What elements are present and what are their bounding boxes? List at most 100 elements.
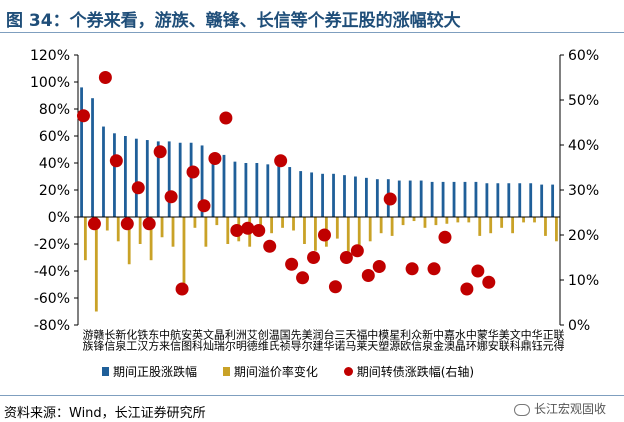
category-label: 美联 (497, 329, 510, 352)
bar-stock (474, 181, 478, 217)
category-label: 水晶 (453, 329, 466, 352)
bar-stock (463, 181, 467, 217)
bar-premium (522, 217, 525, 223)
bar-premium (105, 217, 109, 231)
bar-premium (215, 217, 219, 226)
bar-premium (401, 217, 405, 226)
bar-stock (255, 163, 259, 217)
dot-cb (460, 282, 474, 296)
category-label: 新泉 (114, 328, 127, 351)
left-tick-label: -40% (34, 264, 70, 280)
dot-cb (98, 71, 112, 84)
category-label: 英科 (191, 328, 204, 351)
left-tick-label: 0% (48, 210, 70, 226)
bar-premium (423, 217, 427, 228)
chart-area: -80% -60% -40% -20% 0% 20% 40% 60% 80% 100% 120% 0%… (30, 48, 599, 352)
bar-premium (138, 217, 142, 244)
bar-premium (544, 217, 547, 236)
bar-premium (357, 217, 361, 247)
category-label: 三诺 (333, 329, 346, 352)
bar-stock (200, 145, 204, 217)
left-tick-label: 40% (39, 156, 70, 172)
dot-cb (197, 199, 211, 213)
bar-premium (456, 217, 460, 223)
bar-stock (288, 167, 292, 217)
bar-stock (496, 183, 500, 217)
bar-stock (222, 154, 226, 217)
bar-premium (379, 217, 383, 234)
watermark: 长江宏观固收 (513, 400, 606, 417)
category-label: 温氏 (267, 329, 280, 351)
bar-stock (485, 183, 489, 217)
category-label: 创维 (256, 329, 269, 351)
bar-stock (167, 141, 171, 217)
category-label: 新泉 (421, 328, 434, 351)
bar-stock (397, 180, 401, 217)
bar-stock (189, 142, 193, 217)
category-label: 华钰 (530, 328, 543, 352)
bar-stock (518, 183, 522, 217)
bar-stock (80, 87, 83, 218)
footer-divider (0, 395, 624, 396)
category-label: 国祯 (278, 329, 291, 352)
bar-stock (354, 176, 357, 217)
bar-stock (408, 180, 412, 217)
left-tick-label: 100% (30, 75, 70, 91)
category-label: 众信 (410, 329, 423, 352)
bar-premium (171, 217, 175, 247)
right-tick-label: 20% (568, 228, 599, 244)
bar-premium (314, 217, 317, 251)
bar-stock (102, 126, 105, 217)
category-label: 东方 (147, 329, 160, 351)
bar-stock (551, 184, 555, 217)
bar-premium (83, 217, 87, 261)
dot-cb (383, 192, 397, 206)
bar-stock (123, 136, 127, 217)
bar-stock (233, 161, 237, 217)
category-label: 游族 (81, 329, 94, 351)
left-tick-label: -60% (34, 291, 70, 307)
bar-premium (226, 217, 230, 244)
dot-cb (274, 154, 288, 168)
bar-stock (375, 179, 379, 217)
page-title: 图 34：个券来看，游族、赣锋、长信等个券正股的涨幅较大 (6, 11, 461, 31)
bar-premium (445, 217, 449, 224)
dot-cb (339, 251, 353, 264)
category-label: 艾德 (245, 329, 258, 352)
bar-premium (368, 217, 372, 242)
bar-stock (452, 181, 456, 217)
category-label: 星源 (388, 329, 401, 352)
bar-stock (299, 171, 303, 217)
dot-cb (372, 260, 386, 273)
dot-cb (285, 257, 299, 271)
bar-premium (149, 217, 153, 261)
category-label: 铁汉 (136, 329, 149, 352)
category-label: 中鼎 (519, 329, 532, 352)
left-tick-label: 60% (39, 129, 70, 145)
right-tick-label: 30% (568, 183, 599, 199)
legend-swatch-cb (343, 367, 353, 376)
category-label: 航信 (169, 328, 182, 352)
legend-swatch-premium (222, 367, 230, 376)
right-tick-label: 50% (568, 93, 599, 109)
category-label: 福莱 (355, 328, 368, 352)
bar-premium (412, 217, 416, 222)
bar-premium (346, 217, 350, 255)
chart-legend: 期间正股涨跌幅 期间溢价率变化 期间转债涨跌幅(右轴) (102, 363, 496, 380)
bar-premium (160, 217, 164, 238)
dot-cb (87, 217, 101, 231)
bar-premium (204, 217, 208, 247)
category-label: 中来 (158, 329, 171, 351)
bar-premium (193, 217, 197, 228)
category-label: 正元 (541, 329, 554, 351)
dot-cb (142, 217, 156, 231)
right-tick-label: 40% (568, 138, 599, 154)
bar-premium (182, 217, 186, 292)
bar-stock (332, 173, 335, 217)
category-label: 安图 (180, 328, 193, 352)
bar-premium (335, 217, 339, 239)
legend-label-stock: 期间正股涨跌幅 (113, 365, 198, 379)
bar-stock (266, 164, 270, 217)
bar-stock (277, 165, 281, 217)
bar-stock (178, 142, 182, 217)
